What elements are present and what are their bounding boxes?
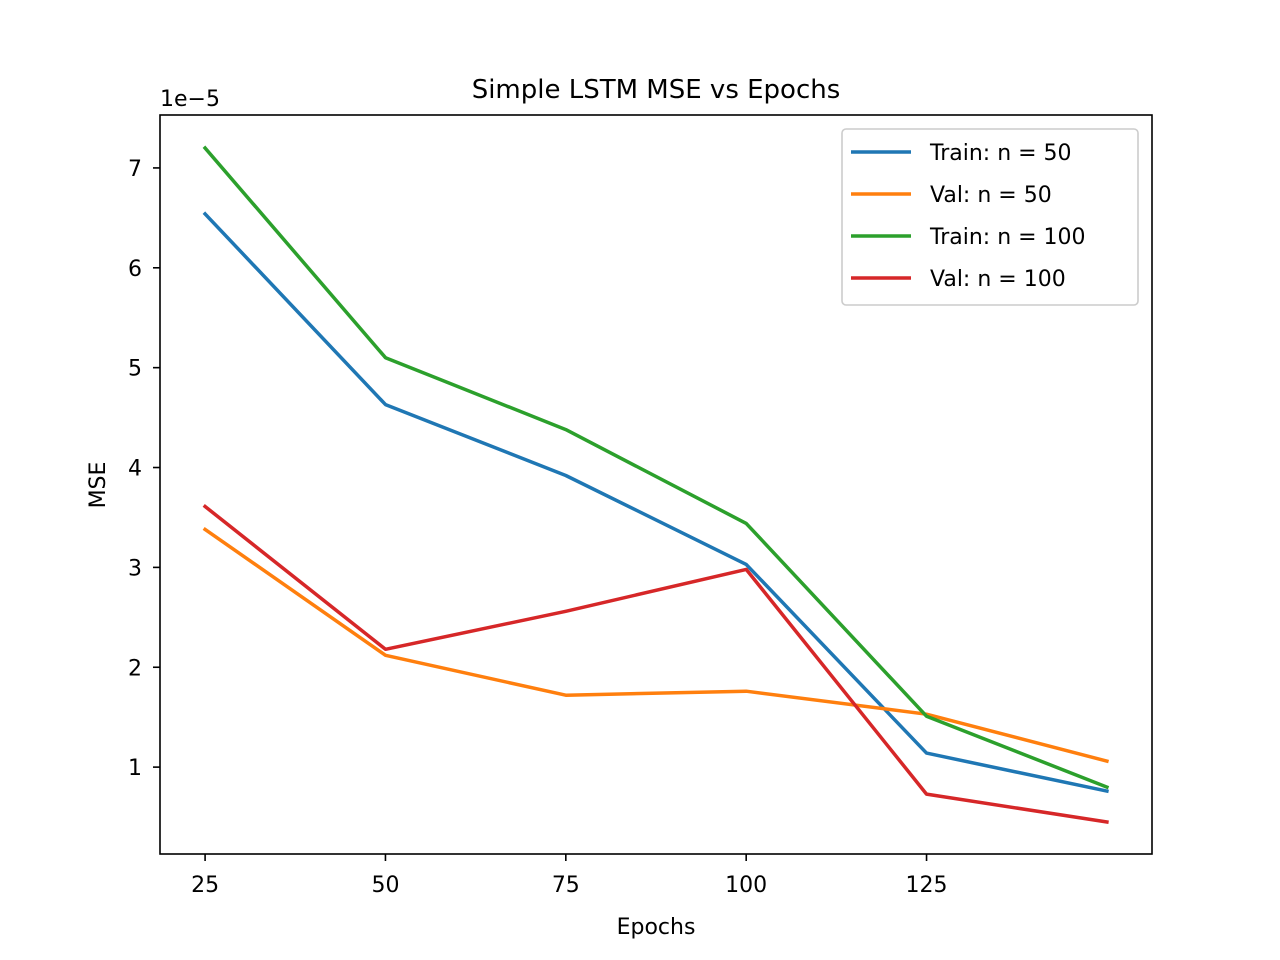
x-tick-label: 100 xyxy=(725,873,767,898)
chart-title: Simple LSTM MSE vs Epochs xyxy=(472,75,841,105)
y-tick-label: 3 xyxy=(128,556,142,581)
y-tick-label: 7 xyxy=(128,157,142,182)
legend-label: Train: n = 100 xyxy=(929,225,1086,250)
plot-frame xyxy=(159,114,1153,855)
x-axis-ticks: 25 50 75 100 125 xyxy=(191,854,948,898)
legend: Train: n = 50 Val: n = 50 Train: n = 100 Va… xyxy=(841,128,1139,306)
x-tick-label: 125 xyxy=(906,873,948,898)
series-line-3 xyxy=(202,145,1110,790)
y-axis-label: MSE xyxy=(86,462,111,509)
series-line-1 xyxy=(202,211,1109,794)
series-line-2 xyxy=(202,526,1110,764)
y-tick-label: 1 xyxy=(128,756,142,781)
y-tick-label: 2 xyxy=(128,656,142,681)
legend-label: Val: n = 50 xyxy=(930,183,1052,208)
y-tick-label: 4 xyxy=(128,457,142,482)
y-tick-label: 6 xyxy=(128,257,142,282)
x-axis-label: Epochs xyxy=(617,915,696,940)
x-tick-label: 50 xyxy=(371,873,399,898)
y-tick-label: 5 xyxy=(128,357,142,382)
legend-label: Val: n = 100 xyxy=(930,267,1066,292)
legend-box xyxy=(841,128,1139,306)
y-axis-ticks: 1 2 3 4 5 6 7 xyxy=(128,157,160,781)
x-tick-label: 75 xyxy=(552,873,580,898)
series-line-4 xyxy=(202,504,1109,824)
series-lines xyxy=(202,145,1110,824)
legend-label: Train: n = 50 xyxy=(929,141,1072,166)
y-offset-label: 1e−5 xyxy=(160,87,220,112)
x-tick-label: 25 xyxy=(191,873,219,898)
